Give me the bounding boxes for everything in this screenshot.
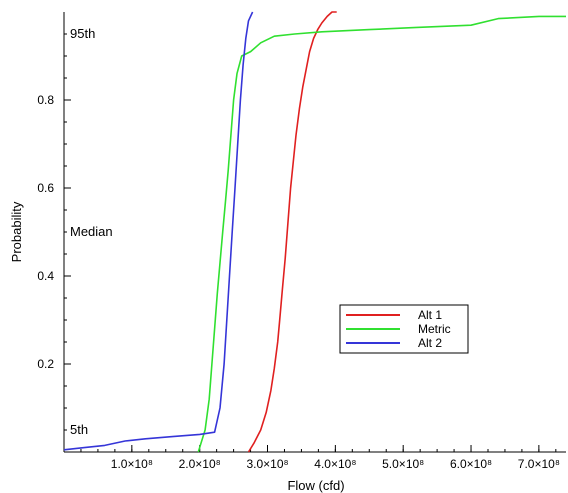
- series-line-metric: [197, 15, 566, 453]
- y-tick-label: 0.4: [37, 269, 54, 283]
- annotation-median: Median: [70, 224, 113, 239]
- x-tick-label: 7.0×10⁸: [518, 457, 560, 471]
- annotation-95th: 95th: [70, 26, 95, 41]
- axes: [63, 12, 566, 453]
- y-axis-title: Probability: [9, 201, 24, 262]
- x-tick-label: 5.0×10⁸: [382, 457, 424, 471]
- series-line-alt-2: [63, 11, 254, 451]
- x-tick-label: 2.0×10⁸: [179, 457, 221, 471]
- x-tick-label: 3.0×10⁸: [246, 457, 288, 471]
- x-tick-label: 4.0×10⁸: [314, 457, 356, 471]
- legend-label: Alt 1: [418, 308, 442, 322]
- y-tick-label: 0.6: [37, 181, 54, 195]
- x-axis-ticks: 1.0×10⁸ 2.0×10⁸ 3.0×10⁸ 4.0×10⁸ 5.0×10⁸ 6.0×1…: [111, 445, 560, 471]
- series-lines: [63, 11, 566, 453]
- minor-ticks: [64, 33, 557, 452]
- legend-label: Alt 2: [418, 336, 442, 350]
- y-tick-label: 0.8: [37, 93, 54, 107]
- x-tick-label: 6.0×10⁸: [450, 457, 492, 471]
- annotations: 95th Median 5th: [70, 26, 113, 437]
- x-axis-title: Flow (cfd): [287, 478, 344, 493]
- annotation-5th: 5th: [70, 422, 88, 437]
- legend-label: Metric: [418, 322, 451, 336]
- series-line-alt-1: [247, 11, 337, 453]
- y-tick-label: 0.2: [37, 357, 54, 371]
- y-axis-ticks: 0.2 0.4 0.6 0.8: [37, 93, 71, 371]
- x-tick-label: 1.0×10⁸: [111, 457, 153, 471]
